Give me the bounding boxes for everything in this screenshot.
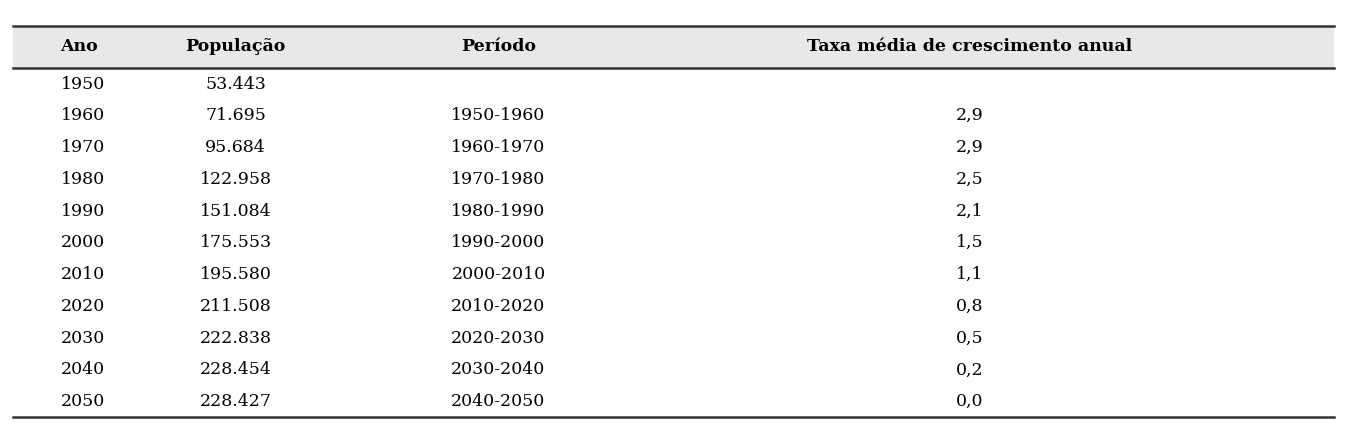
Text: 151.084: 151.084 [199, 203, 272, 219]
Text: 2,1: 2,1 [956, 203, 983, 219]
Text: 1980-1990: 1980-1990 [451, 203, 546, 219]
Text: 2010-2020: 2010-2020 [451, 298, 546, 315]
Text: 2040: 2040 [61, 361, 105, 378]
Text: 1960: 1960 [61, 107, 105, 124]
Text: População: População [186, 38, 286, 55]
Text: Ano: Ano [61, 38, 98, 55]
Text: 1970: 1970 [61, 139, 105, 156]
Text: 2,9: 2,9 [956, 107, 983, 124]
Text: 2000: 2000 [61, 234, 105, 251]
Text: 228.427: 228.427 [199, 393, 272, 410]
Text: 95.684: 95.684 [205, 139, 267, 156]
Text: 228.454: 228.454 [199, 361, 272, 378]
Text: 2,9: 2,9 [956, 139, 983, 156]
Text: Taxa média de crescimento anual: Taxa média de crescimento anual [807, 38, 1133, 55]
Text: 0,5: 0,5 [956, 330, 983, 347]
Text: 1970-1980: 1970-1980 [451, 171, 546, 188]
Text: 1,1: 1,1 [956, 266, 983, 283]
Text: 1,5: 1,5 [956, 234, 983, 251]
Text: 53.443: 53.443 [205, 75, 267, 92]
Text: 2030-2040: 2030-2040 [451, 361, 546, 378]
Text: 2050: 2050 [61, 393, 105, 410]
Text: 0,8: 0,8 [956, 298, 983, 315]
Text: 195.580: 195.580 [199, 266, 272, 283]
Text: 2010: 2010 [61, 266, 105, 283]
Bar [13, 68, 1334, 417]
Text: 2020-2030: 2020-2030 [451, 330, 546, 347]
Text: 222.838: 222.838 [199, 330, 272, 347]
Text: 0,2: 0,2 [956, 361, 983, 378]
Text: Período: Período [461, 38, 536, 55]
Text: 1950-1960: 1950-1960 [451, 107, 546, 124]
Text: 2040-2050: 2040-2050 [451, 393, 546, 410]
Text: 122.958: 122.958 [199, 171, 272, 188]
Text: 2020: 2020 [61, 298, 105, 315]
Text: 175.553: 175.553 [199, 234, 272, 251]
Text: 2030: 2030 [61, 330, 105, 347]
Text: 1980: 1980 [61, 171, 105, 188]
Text: 1950: 1950 [61, 75, 105, 92]
Text: 71.695: 71.695 [205, 107, 267, 124]
Text: 1960-1970: 1960-1970 [451, 139, 546, 156]
Text: 0,0: 0,0 [956, 393, 983, 410]
Text: 211.508: 211.508 [199, 298, 272, 315]
Text: 2000-2010: 2000-2010 [451, 266, 546, 283]
Text: 1990: 1990 [61, 203, 105, 219]
Text: 2,5: 2,5 [956, 171, 983, 188]
Bar [13, 26, 1334, 68]
Text: 1990-2000: 1990-2000 [451, 234, 546, 251]
